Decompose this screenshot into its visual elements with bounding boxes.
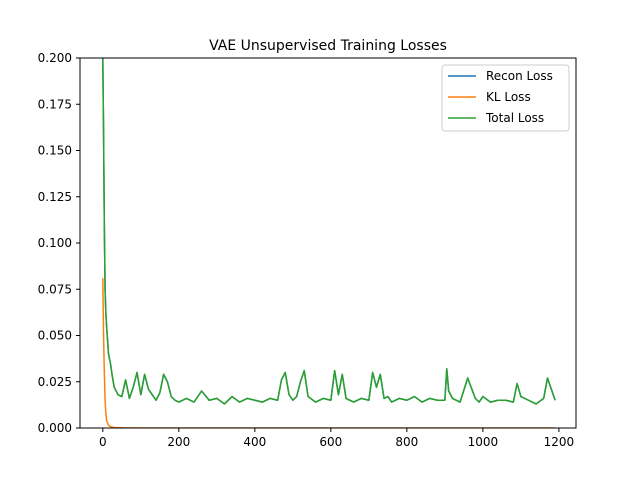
y-tick-label: 0.000	[38, 421, 72, 435]
series-line-total-loss	[102, 58, 556, 405]
x-tick-label: 800	[395, 435, 418, 449]
x-tick-label: 0	[99, 435, 107, 449]
x-tick-label: 200	[167, 435, 190, 449]
y-tick-label: 0.200	[38, 51, 72, 65]
x-tick-label: 400	[243, 435, 266, 449]
y-tick-label: 0.100	[38, 236, 72, 250]
legend-label: Total Loss	[485, 111, 544, 125]
y-tick-label: 0.050	[38, 329, 72, 343]
x-axis: 0 200 400 600 800 1000 1200	[99, 428, 574, 449]
x-tick-label: 1000	[468, 435, 499, 449]
y-tick-label: 0.150	[38, 144, 72, 158]
legend-label: KL Loss	[486, 90, 531, 104]
legend-label: Recon Loss	[486, 69, 553, 83]
legend-box	[441, 64, 570, 132]
chart-title: VAE Unsupervised Training Losses	[209, 38, 447, 54]
y-axis: 0.000 0.025 0.050 0.075 0.100 0.125 0.150 0.175…	[38, 51, 80, 435]
y-tick-label: 0.175	[38, 97, 72, 111]
series-layer	[102, 58, 556, 428]
y-tick-label: 0.125	[38, 190, 72, 204]
y-tick-label: 0.075	[38, 282, 72, 296]
y-tick-label: 0.025	[38, 375, 72, 389]
series-line-kl-loss	[102, 278, 556, 428]
x-tick-label: 600	[319, 435, 342, 449]
legend: Recon Loss KL Loss Total Loss	[441, 64, 570, 132]
x-tick-label: 1200	[544, 435, 575, 449]
